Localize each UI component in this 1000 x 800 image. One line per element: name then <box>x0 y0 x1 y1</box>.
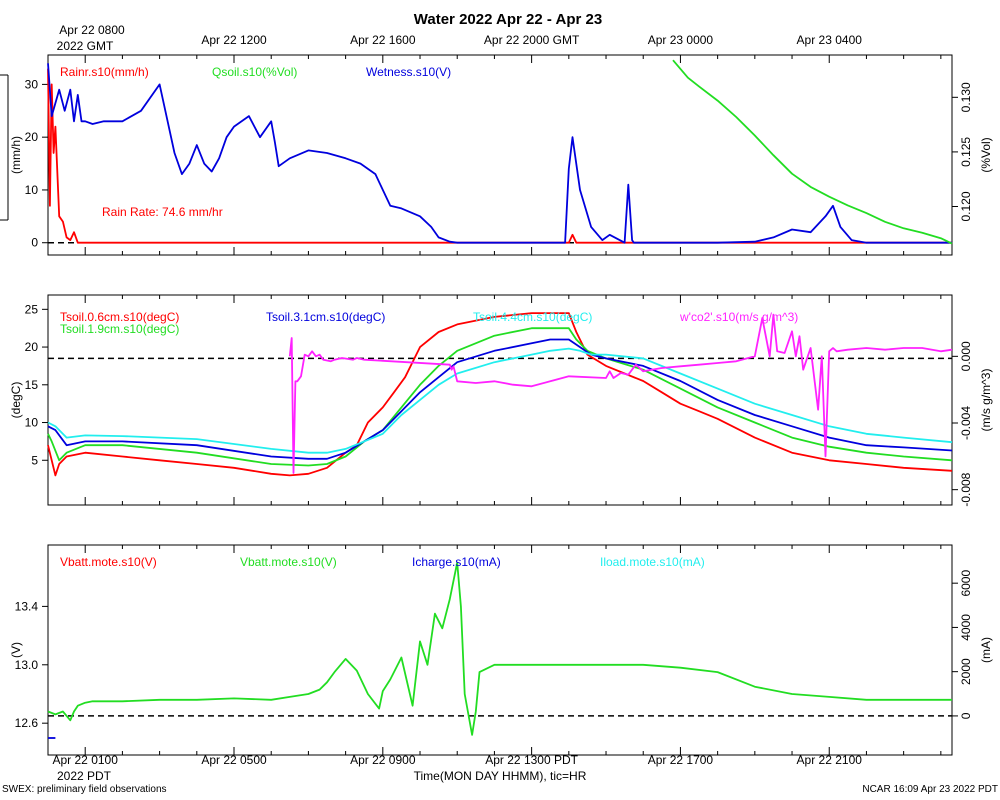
x-axis-label: Time(MON DAY HHMM), tic=HR <box>414 769 587 783</box>
legend-label: Icharge.s10(mA) <box>412 555 501 569</box>
legend-label: Tsoil.0.6cm.s10(degC) <box>60 310 179 324</box>
y-tick-label-left: 13.4 <box>15 599 39 613</box>
left-edge-stub <box>0 74 9 221</box>
bottom-axis-label: Apr 22 0500 <box>201 753 267 767</box>
panel-battery: 12.6 13.0 13.4 0 2000 4000 6000 (V) (mA) Vbatt.mo… <box>9 544 993 756</box>
plot-frame <box>47 544 953 756</box>
legend-label: Rainr.s10(mm/h) <box>60 65 149 79</box>
legend: Tsoil.0.6cm.s10(degC)Tsoil.1.9cm.s10(deg… <box>60 310 798 336</box>
footer-left: SWEX: preliminary field observations <box>2 784 167 795</box>
y-tick-label-left: 10 <box>25 183 39 197</box>
y-tick-label-left: 15 <box>25 378 39 392</box>
top-axis-label: Apr 22 1200 <box>201 33 267 47</box>
y-tick-label-left: 5 <box>31 453 38 467</box>
legend-label: Vbatt.mote.s10(V) <box>60 555 157 569</box>
top-axis-label: Apr 23 0400 <box>797 33 863 47</box>
bottom-axis-label: Apr 22 0100 <box>53 753 119 767</box>
y-axis-label-right: (m/s g/m^3) <box>979 369 993 432</box>
y-tick-label-left: 25 <box>25 302 39 316</box>
legend-label: Tsoil.3.1cm.s10(degC) <box>266 310 385 324</box>
y-tick-label-left: 20 <box>25 340 39 354</box>
legend-label: Vbatt.mote.s10(V) <box>240 555 337 569</box>
y-tick-label-right: -0.004 <box>959 406 973 440</box>
legend-label: Qsoil.s10(%Vol) <box>212 65 297 79</box>
legend-label: Iload.mote.s10(mA) <box>600 555 705 569</box>
panel-rain-soil: 0 10 20 30 0.120 0.125 0.130 (mm/h) (%Vol) Rainr.… <box>9 54 993 256</box>
top-axis-origin-label: Apr 22 0800 <box>59 23 125 37</box>
y-tick-label-right: 0.130 <box>959 82 973 112</box>
y-axis-label-right: (%Vol) <box>979 137 993 172</box>
y-axis-label-right: (mA) <box>979 637 993 663</box>
bottom-axis-label: Apr 22 2100 <box>797 753 863 767</box>
y-tick-label-left: 12.6 <box>15 716 39 730</box>
legend: Vbatt.mote.s10(V) Vbatt.mote.s10(V) Icharg… <box>60 555 705 569</box>
bottom-axis-year-label: 2022 PDT <box>57 769 112 783</box>
plot-frame <box>47 54 953 256</box>
top-axis-origin-sublabel: 2022 GMT <box>57 39 114 53</box>
bottom-axis-labels: Apr 22 0100 Apr 22 0500 Apr 22 0900 Apr 22 … <box>53 753 863 767</box>
top-axis-label: Apr 22 2000 GMT <box>484 33 580 47</box>
y-tick-label-right: 6000 <box>959 570 973 597</box>
y-axis-label-left: (mm/h) <box>9 136 23 174</box>
y-tick-label-left: 0 <box>31 236 38 250</box>
panels: 0 10 20 30 0.120 0.125 0.130 (mm/h) (%Vol) Rainr.… <box>9 54 993 756</box>
panel-soil-temp: 5 10 15 20 25 -0.008 -0.004 0.000 (degC) (m/s g/m… <box>9 294 993 507</box>
top-axis-label: Apr 23 0000 <box>648 33 714 47</box>
bottom-axis-label: Apr 22 0900 <box>350 753 416 767</box>
series-line-Wetness.s10 <box>47 63 952 244</box>
series-line-Tsoil.4.4cm.s10 <box>47 347 953 454</box>
series-line-Tsoil.3.1cm.s10 <box>47 338 953 460</box>
series-line-Rainr.s10 <box>47 68 952 244</box>
y-axis-label-left: (degC) <box>9 382 23 419</box>
y-tick-label-left: 20 <box>25 130 39 144</box>
y-tick-label-left: 30 <box>25 77 39 91</box>
y-tick-label-right: 2000 <box>959 658 973 685</box>
top-axis-label: Apr 22 1600 <box>350 33 416 47</box>
top-axis-labels: Apr 22 1200 Apr 22 1600 Apr 22 2000 GMT Apr… <box>201 33 862 47</box>
legend-label: Tsoil.4.4cm.s10(degC) <box>473 310 592 324</box>
y-tick-label-right: 0.000 <box>959 341 973 371</box>
y-axis-label-left: (V) <box>9 642 23 658</box>
y-tick-label-right: 0.120 <box>959 191 973 221</box>
series-line-Qsoil.s10 <box>672 59 953 245</box>
series-line-Vbatt.mote.s10 <box>47 561 952 736</box>
chart-title: Water 2022 Apr 22 - Apr 23 <box>414 11 602 28</box>
y-tick-label-right: 0 <box>959 712 973 719</box>
y-tick-label-right: 0.125 <box>959 137 973 167</box>
legend-label: w'co2'.s10(m/s g/m^3) <box>679 310 798 324</box>
series-line-Tsoil.1.9cm.s10 <box>47 327 953 467</box>
legend-label: Tsoil.1.9cm.s10(degC) <box>60 322 179 336</box>
series-line-w'co2'.s10 <box>288 313 953 474</box>
y-tick-label-right: -0.008 <box>959 472 973 506</box>
y-tick-label-left: 13.0 <box>15 658 39 672</box>
series-line-Tsoil.0.6cm.s10 <box>47 312 953 477</box>
plot-frame <box>47 294 953 506</box>
bottom-axis-label: Apr 22 1300 PDT <box>485 753 578 767</box>
footer-right: NCAR 16:09 Apr 23 2022 PDT <box>862 784 998 795</box>
y-tick-label-right: 4000 <box>959 614 973 641</box>
y-tick-label-left: 10 <box>25 416 39 430</box>
rain-rate-annotation: Rain Rate: 74.6 mm/hr <box>102 205 223 219</box>
legend: Rainr.s10(mm/h) Qsoil.s10(%Vol) Wetness.s1… <box>60 65 451 79</box>
bottom-axis-label: Apr 22 1700 <box>648 753 714 767</box>
legend-label: Wetness.s10(V) <box>366 65 451 79</box>
